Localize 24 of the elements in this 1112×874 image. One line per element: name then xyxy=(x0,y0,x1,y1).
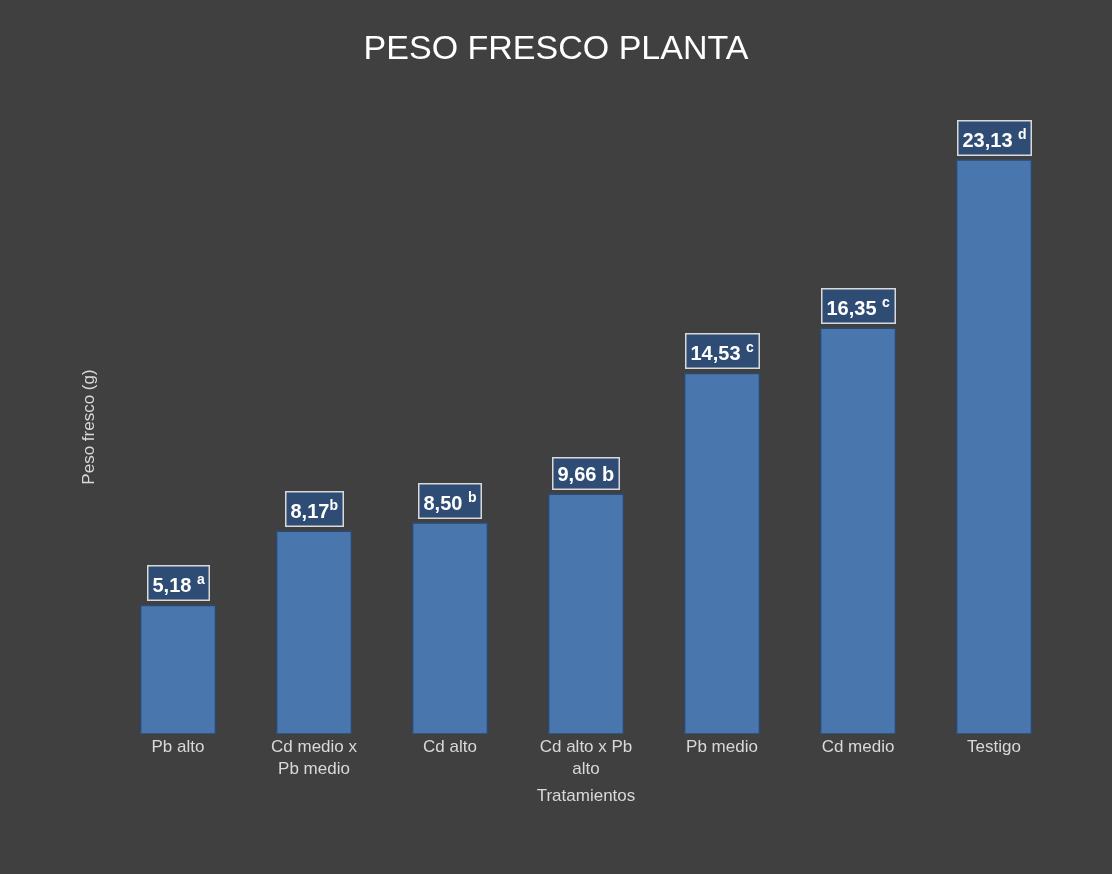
bar xyxy=(275,530,353,734)
bar xyxy=(547,493,625,734)
x-tick-label: Pb medio xyxy=(686,737,758,756)
data-label: 23,13 $^{d}$ xyxy=(962,125,1027,151)
x-tick-label: Pb alto xyxy=(151,737,205,756)
bar xyxy=(955,159,1033,734)
data-label: 9,66 b xyxy=(557,462,615,485)
x-tick-label: Cd alto x Pb alto xyxy=(539,737,633,779)
bar xyxy=(683,372,761,734)
x-tick-label: Cd medio xyxy=(821,737,895,756)
data-label: 8,17$^{b}$ xyxy=(290,496,338,522)
x-tick-label: Testigo xyxy=(967,737,1021,756)
data-label: 14,53 $^{c}$ xyxy=(690,338,755,364)
bar xyxy=(411,522,489,734)
x-tick-label: Cd alto xyxy=(423,737,477,756)
data-label: 8,50 $^{b}$ xyxy=(423,488,477,514)
x-tick-label: Cd medio x Pb medio xyxy=(271,737,358,779)
bar xyxy=(819,327,897,734)
bar xyxy=(139,604,217,734)
data-label: 16,35 $^{c}$ xyxy=(826,293,891,319)
x-axis-title: Tratamientos xyxy=(536,786,636,806)
data-label: 5,18 $^{a}$ xyxy=(152,570,205,596)
y-axis-title: Peso fresco (g) xyxy=(78,369,98,485)
chart-title: PESO FRESCO PLANTA xyxy=(363,27,749,66)
